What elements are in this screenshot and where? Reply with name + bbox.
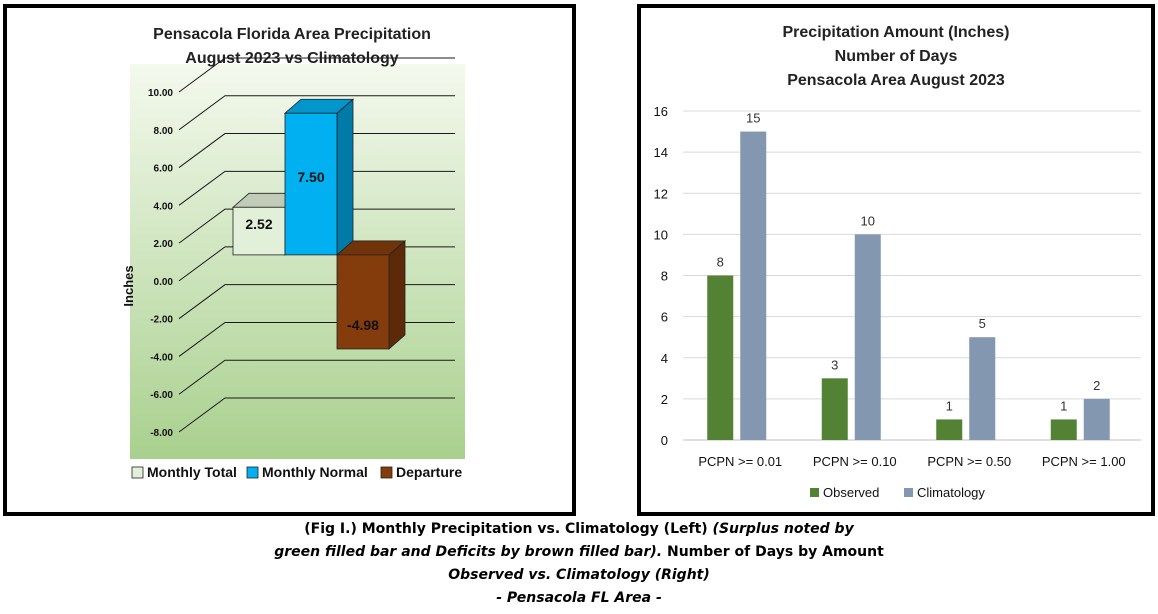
right-title-line: Number of Days (835, 48, 958, 65)
right-legend-label: Observed (823, 485, 879, 500)
left-gridline (178, 95, 455, 131)
right-chart: Precipitation Amount (Inches) Number of D… (654, 24, 1141, 500)
bar-side-face (388, 240, 406, 350)
bar-data-label: 7.50 (297, 169, 324, 185)
legend-label: Monthly Normal (262, 464, 368, 480)
right-bar-data-label: 15 (746, 111, 760, 126)
left-gridline (178, 397, 455, 433)
caption-line1-bold: (Fig I.) Monthly Precipitation vs. Clima… (304, 521, 713, 537)
right-chart-panel: Precipitation Amount (Inches) Number of D… (637, 4, 1155, 516)
legend-label: Departure (396, 464, 462, 480)
left-gridline (178, 133, 455, 168)
right-title: Precipitation Amount (Inches) Number of D… (783, 24, 1010, 89)
caption-line1-italic: (Surplus noted by (712, 521, 854, 537)
right-y-tick-label: 12 (654, 186, 668, 201)
right-y-tick-label: 2 (661, 392, 668, 407)
left-y-tick-label: 4.00 (154, 201, 174, 212)
left-y-tick-label: 10.00 (148, 88, 173, 99)
left-y-tick-label: 2.00 (154, 239, 174, 250)
left-gridline (178, 359, 455, 395)
right-bar-observed (1050, 419, 1077, 440)
left-title: Pensacola Florida Area PrecipitationAugu… (153, 26, 431, 67)
right-legend-swatch (904, 488, 913, 497)
legend-swatch (246, 466, 259, 479)
left-chart-panel: Pensacola Florida Area Precipitation Augu… (3, 4, 576, 516)
right-bar-data-label: 5 (979, 316, 986, 331)
right-bar-data-label: 2 (1093, 378, 1100, 393)
right-y-tick-label: 4 (661, 351, 668, 366)
right-x-tick-label: PCPN >= 0.01 (698, 454, 782, 469)
legend-swatch (380, 466, 393, 479)
right-bar-observed (707, 275, 734, 440)
left-gridline (178, 57, 455, 93)
legend-label: Monthly Total (147, 464, 237, 480)
caption-line2-italic: green filled bar and Deficits by brown f… (274, 544, 663, 560)
right-x-tick-label: PCPN >= 0.10 (813, 454, 897, 469)
left-y-tick-label: -4.00 (150, 352, 173, 363)
caption-line4: - Pensacola FL Area - (496, 590, 662, 606)
figure-caption: (Fig I.) Monthly Precipitation vs. Clima… (0, 518, 1158, 610)
caption-line3: Observed vs. Climatology (Right) (448, 567, 710, 583)
right-bar-climatology (969, 337, 996, 440)
right-y-tick-label: 0 (661, 433, 668, 448)
right-bar-observed (821, 378, 848, 440)
right-bar-climatology (740, 131, 767, 440)
right-bar-data-label: 3 (831, 357, 838, 372)
bar-front-face (284, 112, 338, 256)
right-bar-data-label: 1 (946, 398, 953, 413)
left-y-tick-label: -6.00 (150, 390, 173, 401)
legend-swatch (131, 466, 144, 479)
left-y-tick-label: 6.00 (154, 164, 174, 175)
right-bar-data-label: 10 (861, 213, 875, 228)
right-title-line: Precipitation Amount (Inches) (783, 24, 1010, 41)
left-y-tick-label: 8.00 (154, 126, 174, 137)
left-gridline (178, 208, 455, 244)
left-y-tick-label: -8.00 (150, 428, 173, 439)
right-y-tick-label: 10 (654, 227, 668, 242)
right-bar-data-label: 1 (1060, 398, 1067, 413)
right-bar-data-label: 8 (717, 255, 724, 270)
left-title-line: Pensacola Florida Area Precipitation (153, 26, 431, 43)
bar-monthly-normal: 7.50 (283, 98, 355, 256)
right-x-tick-label: PCPN >= 0.50 (927, 454, 1011, 469)
right-legend: Observed Climatology (810, 485, 985, 500)
bar-front-face (336, 254, 390, 350)
left-y-tick-label: 0.00 (154, 277, 174, 288)
bar-front-face (232, 206, 286, 256)
bar-departure: -4.98 (335, 240, 407, 350)
caption-line2-bold: Number of Days by Amount (662, 544, 884, 560)
right-bar-climatology (1083, 398, 1110, 440)
left-y-tick-label: -2.00 (150, 315, 173, 326)
right-x-tick-label: PCPN >= 1.00 (1042, 454, 1126, 469)
right-y-tick-label: 14 (654, 145, 668, 160)
right-legend-swatch (810, 488, 819, 497)
right-y-tick-label: 6 (661, 310, 668, 325)
right-y-tick-label: 16 (654, 104, 668, 119)
bar-data-label: 2.52 (245, 216, 272, 232)
right-bar-observed (936, 419, 963, 440)
right-legend-label: Climatology (917, 485, 985, 500)
left-legend: Monthly Total Monthly Normal Departure (131, 464, 462, 480)
right-title-line: Pensacola Area August 2023 (787, 72, 1005, 89)
left-bars: 2.52 7.50 -4.98 (231, 98, 407, 350)
bar-side-face (336, 98, 354, 256)
left-y-axis-label: Inches (121, 265, 136, 306)
left-chart: Pensacola Florida Area PrecipitationAugu… (121, 26, 465, 480)
bar-data-label: -4.98 (347, 317, 379, 333)
right-bar-climatology (854, 234, 881, 440)
left-gridline (178, 170, 455, 206)
right-y-tick-label: 8 (661, 269, 668, 284)
